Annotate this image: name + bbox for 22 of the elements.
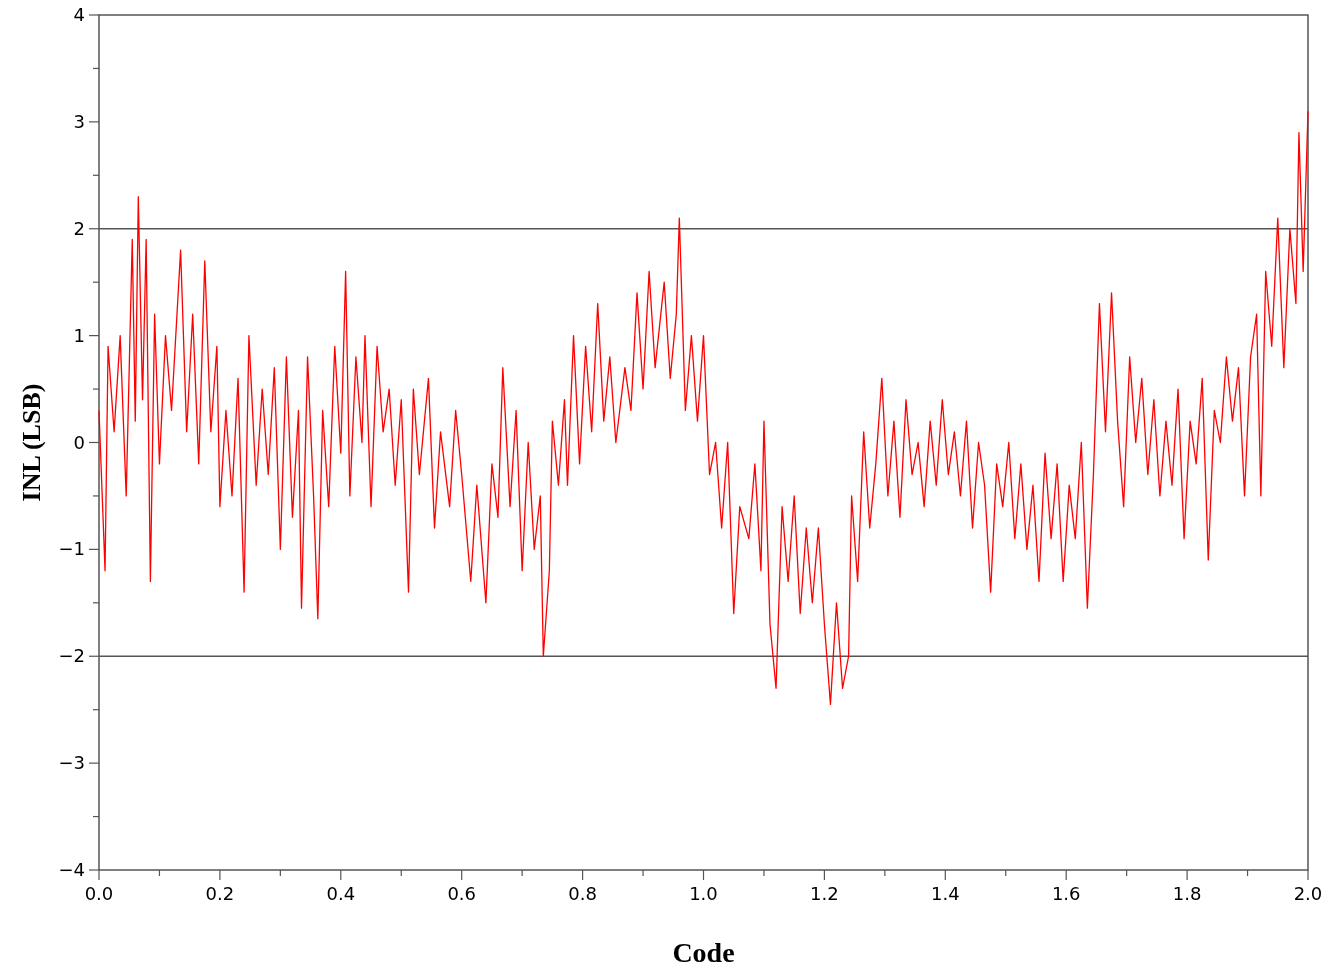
x-tick-label: 1.6 (1051, 883, 1081, 904)
y-tick-label: −3 (58, 752, 85, 774)
y-tick-label: 4 (73, 4, 85, 25)
x-tick-label: 0.8 (568, 883, 597, 904)
x-tick-label: 1.0 (689, 883, 718, 904)
x-tick-label: 0.0 (84, 883, 114, 904)
x-tick-label: 1.2 (810, 883, 839, 904)
y-tick-label: 2 (73, 217, 85, 239)
y-axis-title: INL (LSB) (17, 383, 46, 502)
y-tick-label: 0 (73, 431, 85, 453)
x-tick-label: 1.8 (1172, 883, 1202, 904)
x-tick-label: 0.4 (326, 883, 356, 904)
x-tick-label: 1.4 (930, 883, 960, 904)
x-axis-title: Code (672, 937, 735, 968)
y-tick-label: −1 (58, 538, 85, 560)
x-tick-label: 0.2 (205, 883, 235, 904)
y-tick-label: −2 (58, 645, 85, 667)
y-tick-label: 1 (73, 324, 85, 346)
y-tick-label: −4 (58, 859, 85, 880)
y-tick-label: 3 (73, 110, 85, 132)
x-tick-label: 2.0 (1293, 883, 1323, 904)
x-tick-label: 0.6 (447, 883, 477, 904)
